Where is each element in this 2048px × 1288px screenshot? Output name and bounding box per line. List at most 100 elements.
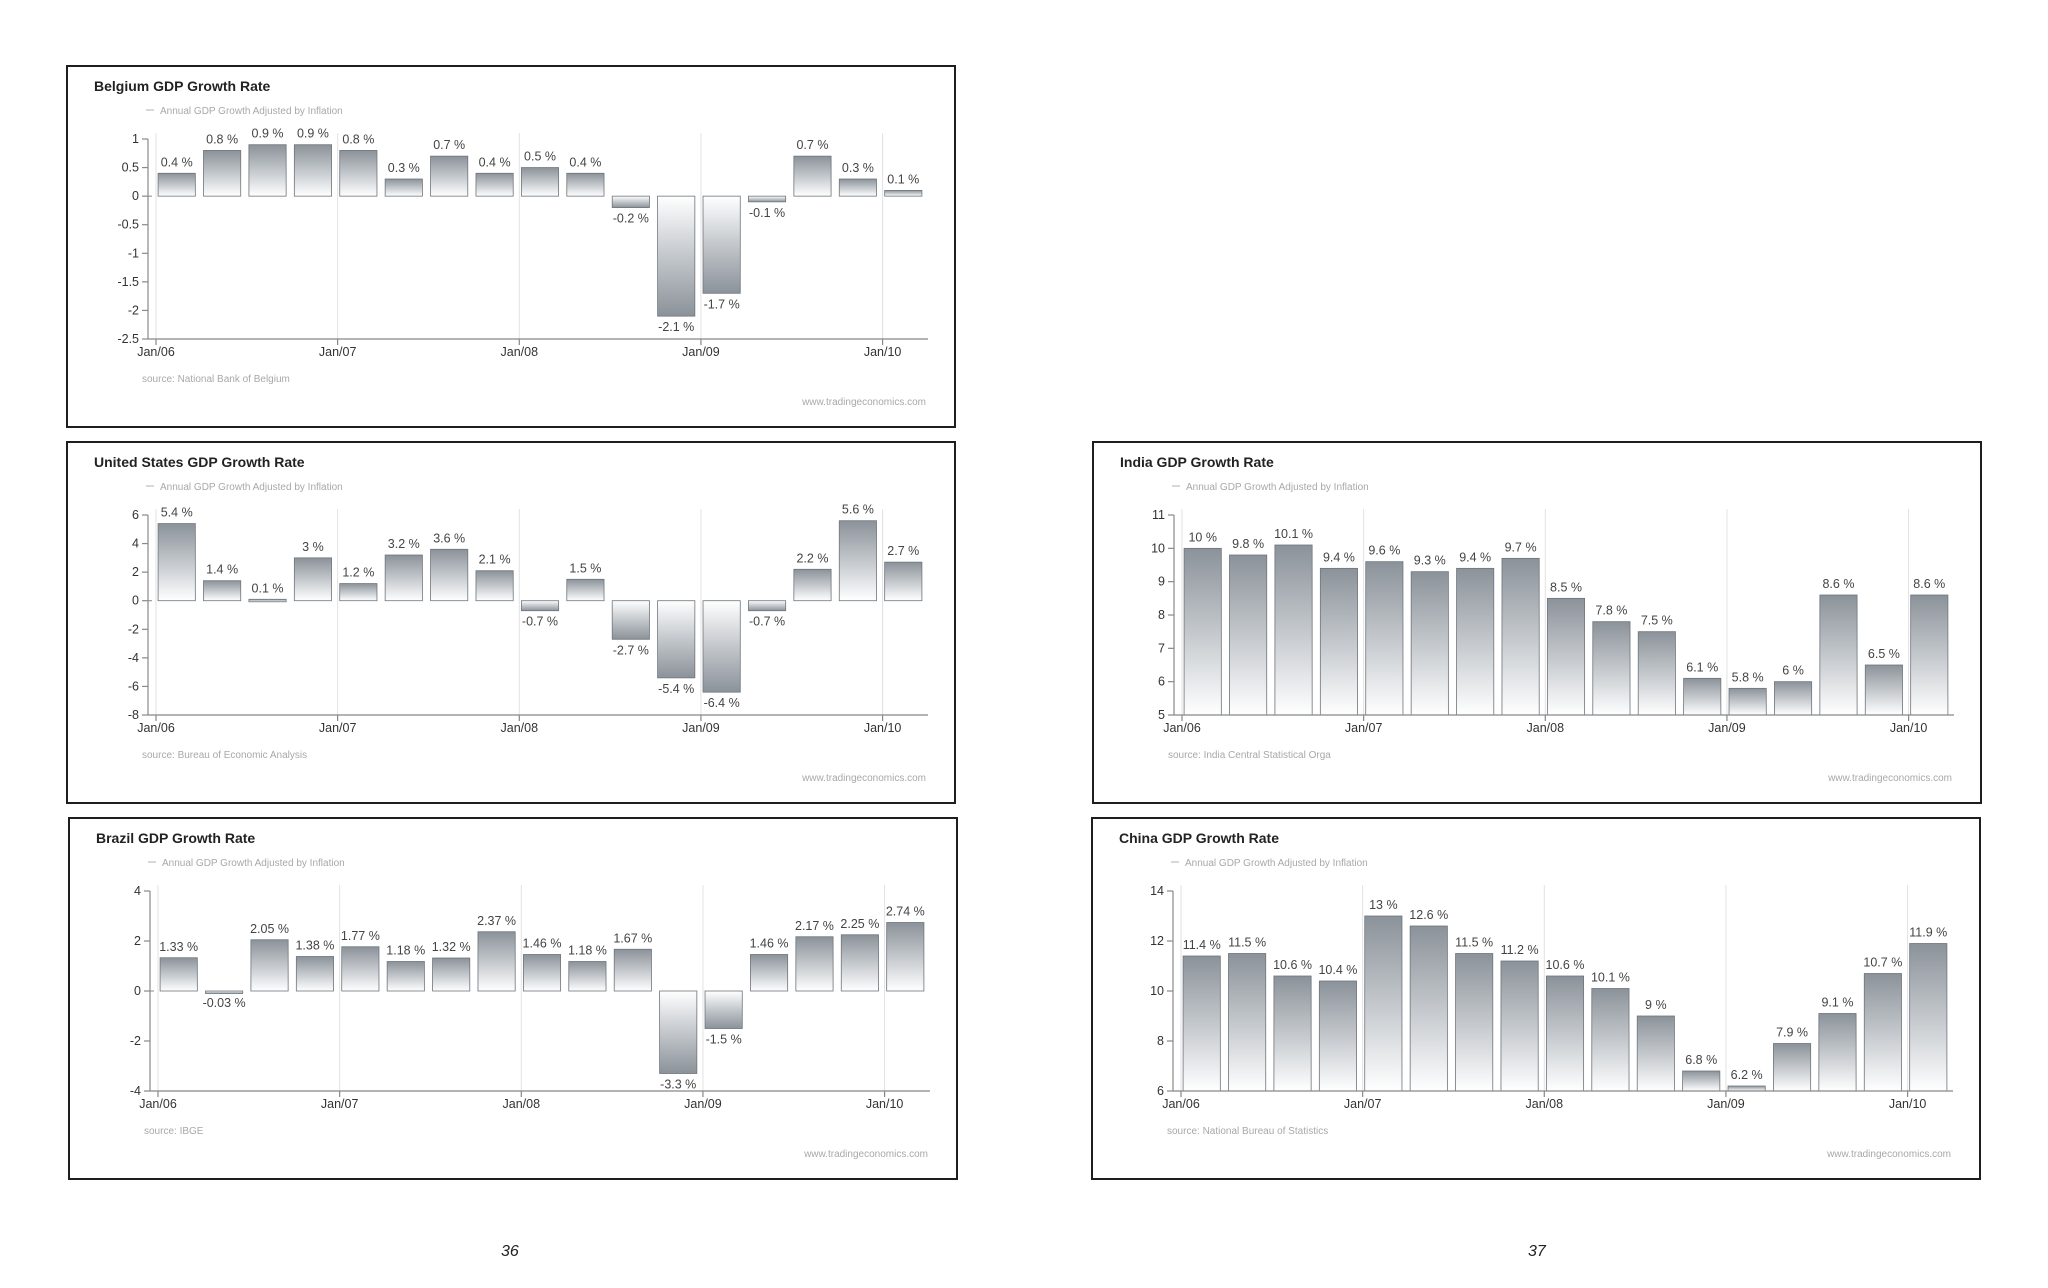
- bar: [702, 600, 741, 693]
- value-label: 9.3 %: [1414, 554, 1446, 568]
- chart-site-url: www.tradingeconomics.com: [801, 773, 926, 784]
- x-tick-label: Jan/08: [1526, 1097, 1564, 1111]
- x-tick-label: Jan/06: [1162, 1097, 1200, 1111]
- bar: [1364, 915, 1403, 1092]
- y-tick-label: 0: [134, 984, 141, 998]
- x-tick-label: Jan/06: [139, 1097, 177, 1111]
- bar: [386, 961, 425, 992]
- value-label: 10.1 %: [1274, 527, 1313, 541]
- bar: [566, 172, 605, 197]
- value-label: 0.1 %: [252, 581, 284, 595]
- chart-title: China GDP Growth Rate: [1119, 830, 1279, 846]
- value-label: 1.18 %: [386, 944, 425, 958]
- value-label: 5.4 %: [161, 506, 193, 520]
- value-label: -1.7 %: [704, 297, 740, 311]
- x-tick-label: Jan/10: [866, 1097, 904, 1111]
- value-label: 0.4 %: [479, 155, 511, 169]
- x-tick-label: Jan/08: [501, 345, 539, 359]
- value-label: 11.9 %: [1909, 926, 1947, 940]
- y-tick-label: -1: [128, 246, 139, 260]
- value-label: 11.2 %: [1501, 943, 1539, 957]
- bar: [1409, 925, 1448, 1092]
- y-tick-label: -6: [128, 679, 139, 693]
- value-label: 9.6 %: [1368, 544, 1400, 558]
- value-label: 0.7 %: [796, 138, 828, 152]
- value-label: 10.7 %: [1863, 956, 1902, 970]
- value-label: 2.17 %: [795, 919, 834, 933]
- value-label: 1.4 %: [206, 563, 238, 577]
- bar: [748, 195, 787, 203]
- bar: [475, 172, 514, 197]
- value-label: -2.1 %: [658, 320, 694, 334]
- x-tick-label: Jan/06: [1163, 721, 1201, 735]
- bar: [475, 570, 514, 602]
- y-tick-label: -0.5: [117, 218, 139, 232]
- value-label: 5.6 %: [842, 503, 874, 517]
- bar: [1819, 594, 1858, 716]
- bar: [1319, 567, 1358, 716]
- x-tick-label: Jan/09: [1708, 721, 1746, 735]
- y-tick-label: 14: [1150, 884, 1164, 898]
- value-label: 0.5 %: [524, 150, 556, 164]
- y-tick-label: -2: [128, 622, 139, 636]
- x-tick-label: Jan/08: [503, 1097, 541, 1111]
- value-label: 0.4 %: [161, 155, 193, 169]
- value-label: 8.6 %: [1822, 577, 1854, 591]
- value-label: -0.1 %: [749, 206, 785, 220]
- value-label: 9 %: [1645, 998, 1667, 1012]
- bar: [838, 178, 877, 197]
- bar: [1229, 554, 1268, 716]
- value-label: 10 %: [1188, 530, 1217, 544]
- value-label: 2.25 %: [840, 917, 879, 931]
- value-label: 2.7 %: [887, 544, 919, 558]
- value-label: 2.37 %: [477, 914, 516, 928]
- value-label: 1.77 %: [341, 929, 380, 943]
- value-label: 1.33 %: [159, 940, 198, 954]
- bar: [1500, 960, 1539, 1092]
- chart-svg-united-states: United States GDP Growth Rate Annual GDP …: [94, 454, 928, 784]
- value-label: 2.05 %: [250, 922, 289, 936]
- chart-panel-india: India GDP Growth Rate Annual GDP Growth A…: [1092, 441, 1982, 804]
- bar: [1501, 557, 1540, 716]
- value-label: -2.7 %: [613, 643, 649, 657]
- bar: [613, 948, 652, 992]
- value-label: 12.6 %: [1409, 908, 1448, 922]
- y-tick-label: -4: [130, 1084, 141, 1098]
- value-label: 8.6 %: [1913, 577, 1945, 591]
- value-label: 0.9 %: [297, 127, 329, 141]
- bar: [568, 961, 607, 992]
- bar: [1636, 1015, 1675, 1092]
- value-label: 10.6 %: [1546, 958, 1585, 972]
- value-label: 9.4 %: [1459, 550, 1491, 564]
- chart-legend: Annual GDP Growth Adjusted by Inflation: [160, 106, 343, 117]
- bar: [339, 583, 378, 602]
- bar: [384, 554, 423, 602]
- value-label: 6 %: [1782, 664, 1804, 678]
- bar: [203, 580, 242, 602]
- value-label: -3.3 %: [660, 1078, 696, 1092]
- value-label: 10.1 %: [1591, 971, 1630, 985]
- chart-site-url: www.tradingeconomics.com: [803, 1149, 928, 1160]
- value-label: 3.6 %: [433, 531, 465, 545]
- value-label: 11.4 %: [1183, 938, 1221, 952]
- value-label: 6.8 %: [1685, 1053, 1717, 1067]
- y-tick-label: -8: [128, 708, 139, 722]
- y-tick-label: 8: [1157, 1034, 1164, 1048]
- y-tick-label: 0.5: [122, 161, 139, 175]
- chart-panel-brazil: Brazil GDP Growth Rate Annual GDP Growth …: [68, 817, 958, 1180]
- chart-svg-belgium: Belgium GDP Growth Rate Annual GDP Growth…: [94, 78, 928, 408]
- value-label: -0.2 %: [613, 212, 649, 226]
- value-label: 7.8 %: [1595, 604, 1627, 618]
- bar: [1727, 1085, 1766, 1092]
- bar: [748, 600, 787, 612]
- bar: [432, 957, 471, 992]
- x-tick-label: Jan/06: [137, 345, 175, 359]
- bar: [884, 190, 923, 197]
- value-label: -6.4 %: [704, 696, 740, 710]
- chart-title: Brazil GDP Growth Rate: [96, 830, 255, 846]
- bar: [339, 150, 378, 197]
- x-tick-label: Jan/10: [864, 345, 902, 359]
- x-tick-label: Jan/07: [321, 1097, 359, 1111]
- chart-title: United States GDP Growth Rate: [94, 454, 305, 470]
- bar: [248, 144, 287, 197]
